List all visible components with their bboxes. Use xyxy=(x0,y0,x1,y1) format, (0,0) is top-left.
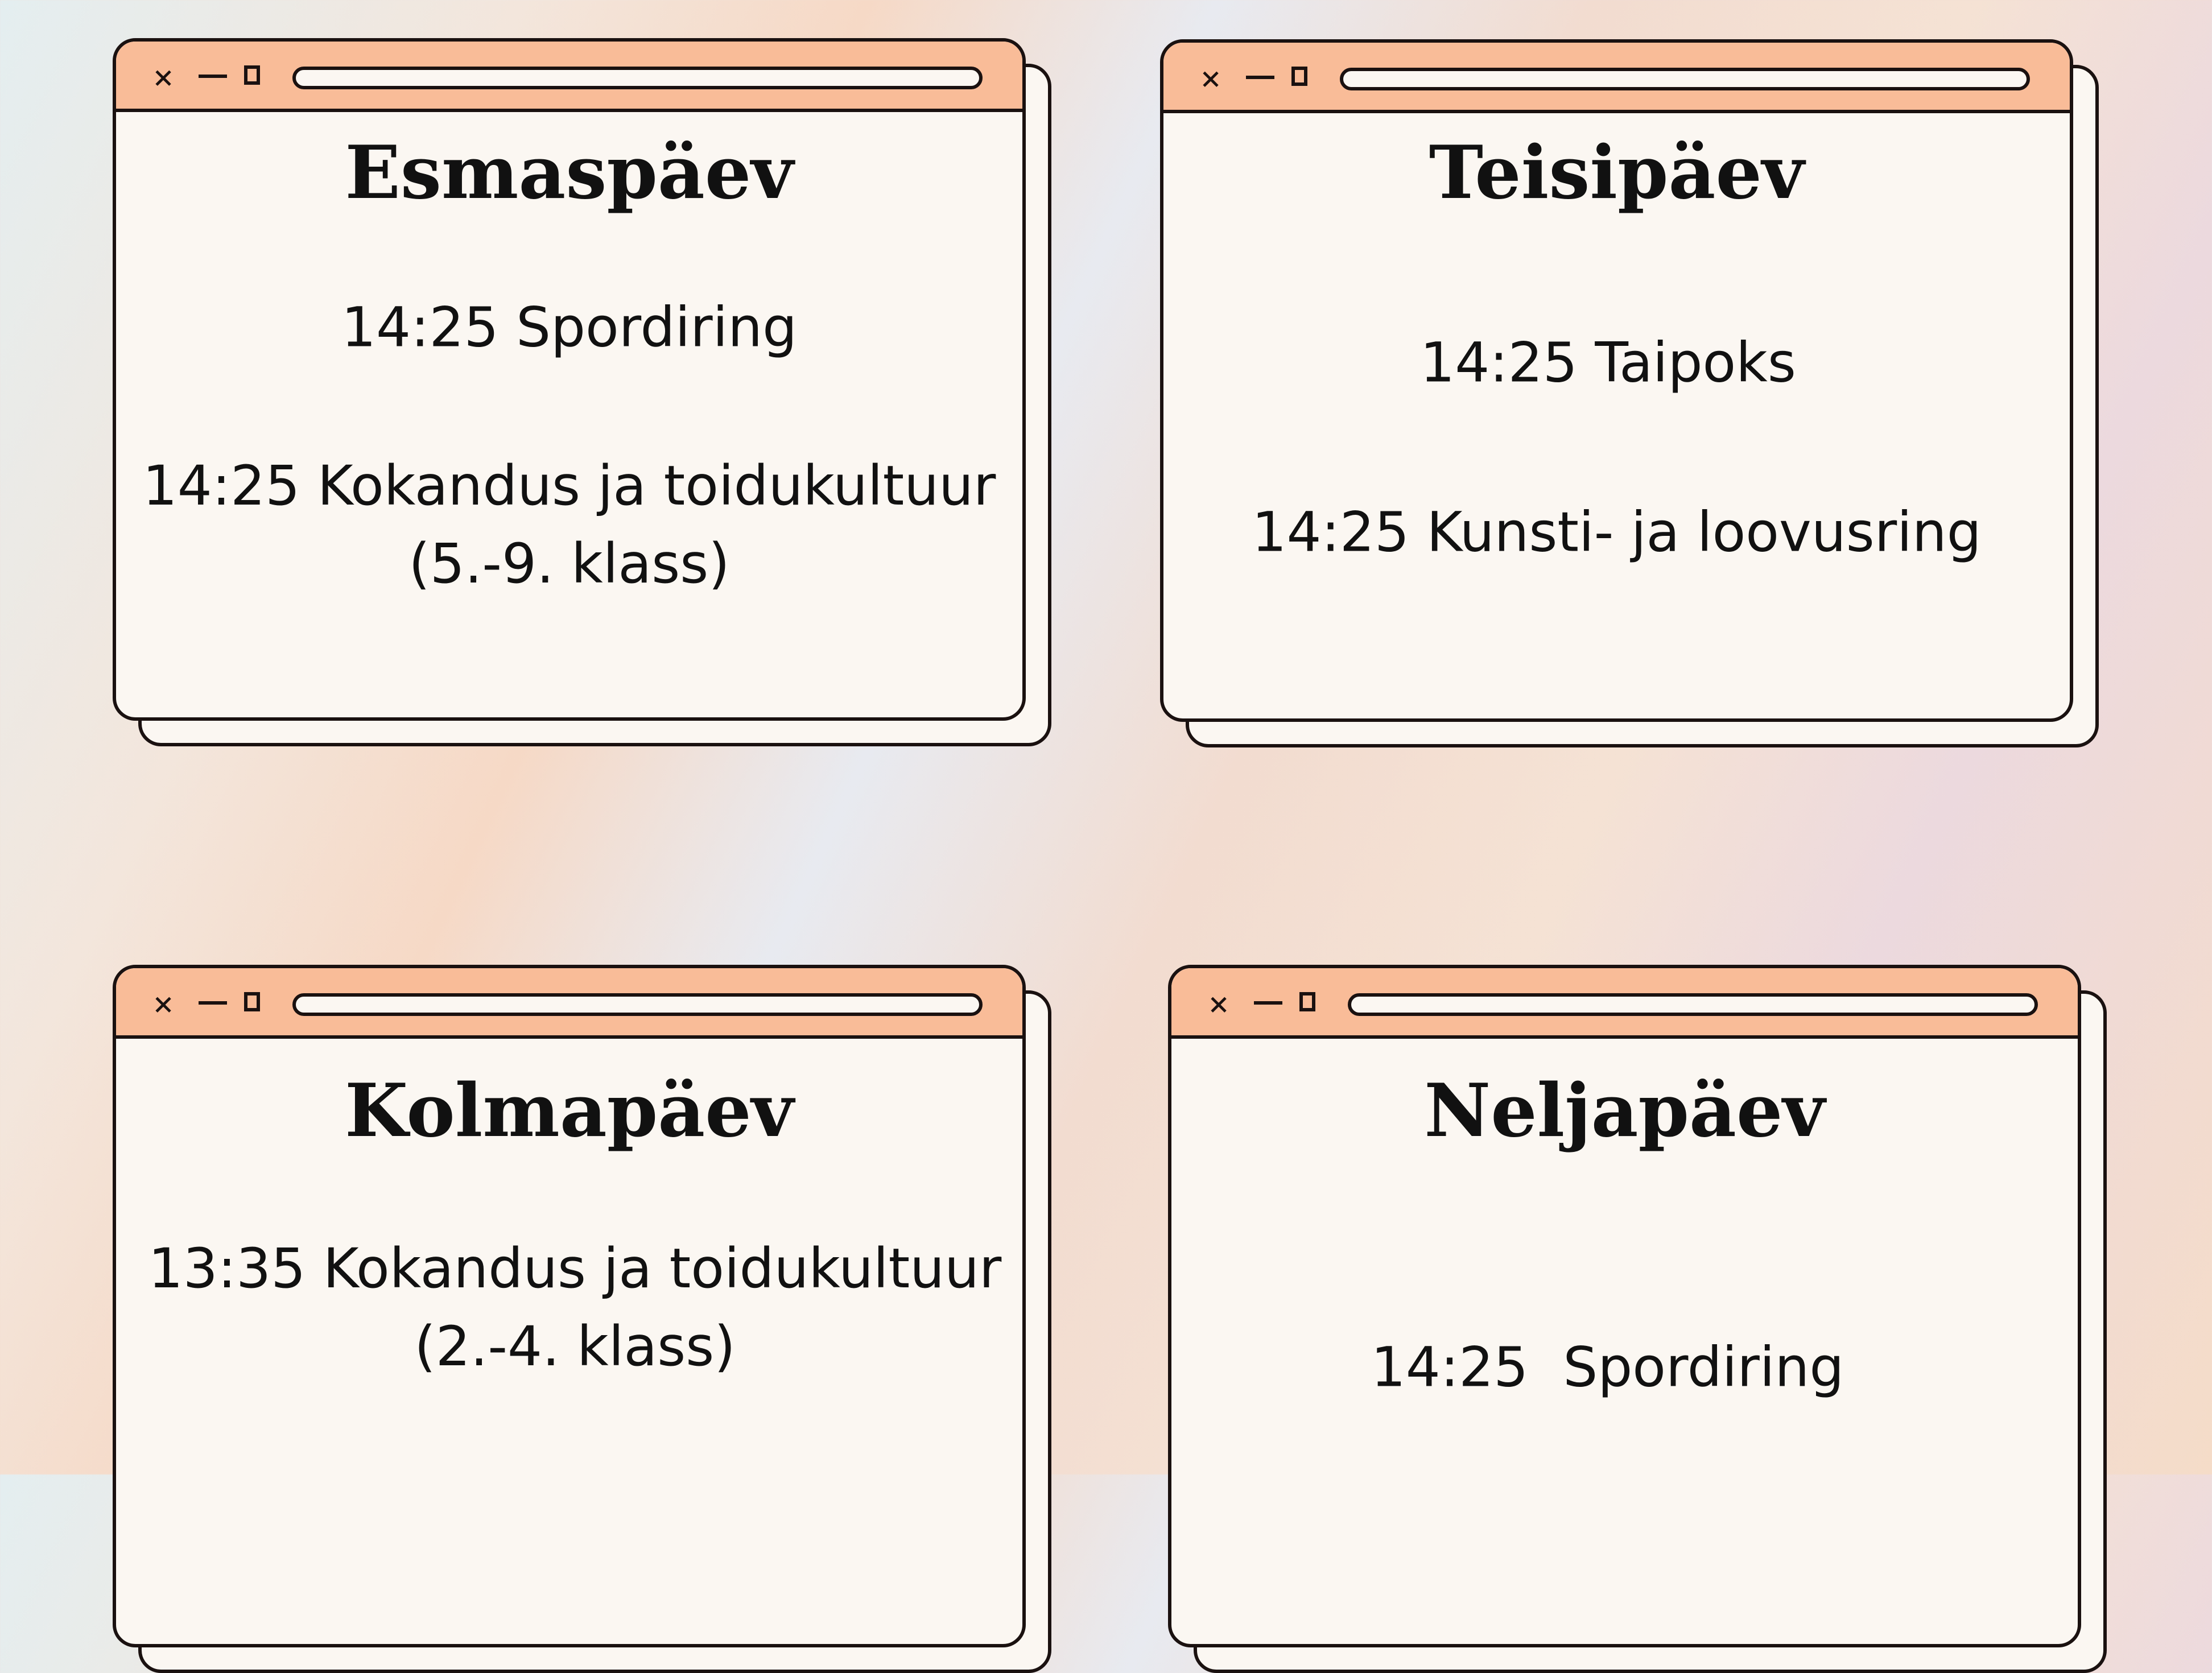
card-teisipaev: × Teisipäev 14:25 Taipoks 14:25 Kunsti- … xyxy=(1160,39,2099,747)
window: × Esmaspäev 14:25 Spordiring 14:25 Kokan… xyxy=(113,38,1026,721)
close-icon[interactable]: × xyxy=(153,57,174,97)
close-icon[interactable]: × xyxy=(1200,59,1221,98)
schedule-item: 13:35 Kokandus ja toidukultuur (2.-4. kl… xyxy=(148,1237,1002,1378)
schedule-item: 14:25 Spordiring xyxy=(1371,1335,1844,1399)
address-bar xyxy=(1348,993,2038,1016)
maximize-icon[interactable] xyxy=(1291,67,1307,86)
window: × Kolmapäev 13:35 Kokandus ja toidukultu… xyxy=(113,965,1026,1647)
schedule-item: 14:25 Kunsti- ja loovusring xyxy=(1252,500,1982,564)
minimize-icon[interactable] xyxy=(199,75,227,78)
card-kolmapaev: × Kolmapäev 13:35 Kokandus ja toidukultu… xyxy=(113,965,1051,1673)
minimize-icon[interactable] xyxy=(1254,1001,1282,1005)
close-icon[interactable]: × xyxy=(153,984,174,1024)
minimize-icon[interactable] xyxy=(199,1001,227,1005)
close-icon[interactable]: × xyxy=(1208,984,1229,1024)
maximize-icon[interactable] xyxy=(244,65,260,85)
card-esmaspaev: × Esmaspäev 14:25 Spordiring 14:25 Kokan… xyxy=(113,38,1051,746)
address-bar xyxy=(292,67,983,89)
schedule-item: 14:25 Kokandus ja toidukultuur (5.-9. kl… xyxy=(142,454,996,596)
day-title: Teisipäev xyxy=(1429,130,1805,216)
day-title: Kolmapäev xyxy=(344,1068,794,1154)
schedule-item: 14:25 Taipoks xyxy=(1420,331,1796,395)
day-title: Neljapäev xyxy=(1424,1068,1825,1154)
window-titlebar: × xyxy=(1171,968,2078,1039)
window-titlebar: × xyxy=(1163,43,2070,113)
address-bar xyxy=(292,993,983,1016)
card-neljapaev: × Neljapäev 14:25 Spordiring xyxy=(1168,965,2107,1673)
minimize-icon[interactable] xyxy=(1246,76,1274,79)
window-titlebar: × xyxy=(116,42,1022,112)
maximize-icon[interactable] xyxy=(244,992,260,1011)
window-titlebar: × xyxy=(116,968,1022,1039)
maximize-icon[interactable] xyxy=(1299,992,1315,1011)
day-title: Esmaspäev xyxy=(345,130,794,216)
schedule-item: 14:25 Spordiring xyxy=(341,295,798,360)
address-bar xyxy=(1340,68,2030,90)
window: × Teisipäev 14:25 Taipoks 14:25 Kunsti- … xyxy=(1160,39,2073,722)
window: × Neljapäev 14:25 Spordiring xyxy=(1168,965,2081,1647)
